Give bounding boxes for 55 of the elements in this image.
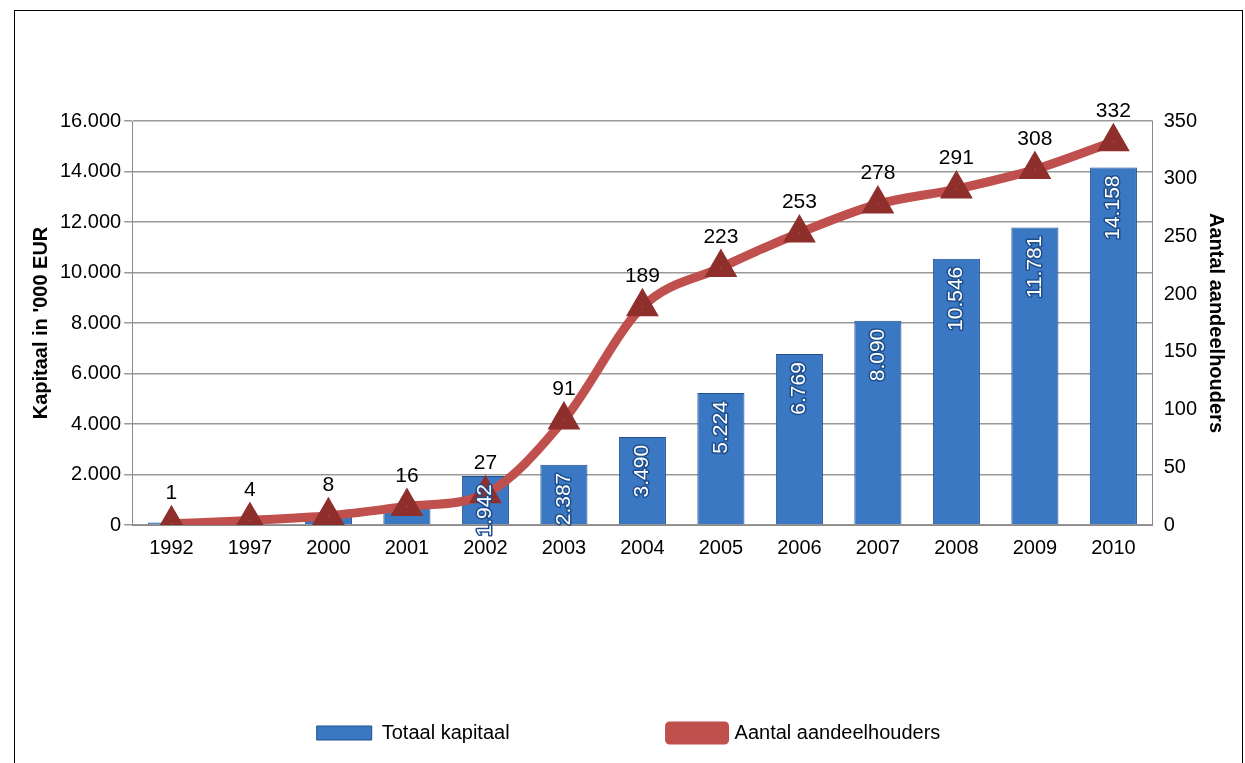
- data-label: 6.769: [786, 362, 810, 415]
- y2-tick-label: 350: [1163, 108, 1198, 131]
- data-label: 4: [244, 476, 257, 500]
- data-label: 3.490: [629, 444, 653, 498]
- data-label: 189: [624, 263, 660, 287]
- y-tick-label: 6.000: [71, 361, 122, 384]
- data-label: 278: [860, 160, 896, 184]
- y-tick-label: 4.000: [71, 411, 122, 434]
- x-tick-label: 2008: [934, 535, 979, 558]
- y2-tick-label: 200: [1163, 281, 1198, 304]
- x-tick-label: 2009: [1012, 535, 1058, 558]
- y2-tick-label: 0: [1163, 512, 1175, 535]
- y-tick-label: 8.000: [71, 310, 122, 333]
- x-tick-label: 2005: [698, 535, 744, 558]
- y2-axis-title: Aantal aandeelhouders: [1206, 212, 1229, 434]
- legend-label: Totaal kapitaal: [381, 720, 510, 743]
- x-tick-label: 2002: [463, 535, 508, 558]
- data-label: 291: [938, 145, 974, 169]
- data-label: 10.546: [943, 266, 967, 331]
- y-tick-label: 2.000: [71, 462, 122, 485]
- data-label: 91: [552, 376, 576, 400]
- x-tick-label: 2010: [1091, 535, 1136, 558]
- data-label: 5.224: [707, 400, 731, 454]
- y2-tick-label: 150: [1163, 339, 1198, 362]
- y2-tick-label: 50: [1163, 454, 1186, 477]
- data-label: 11.781: [1021, 235, 1045, 299]
- data-label: 308: [1017, 125, 1053, 149]
- y2-tick-label: 300: [1163, 166, 1198, 189]
- x-tick-label: 1992: [149, 535, 194, 558]
- data-label: 14.158: [1100, 175, 1124, 240]
- y2-tick-label: 250: [1163, 223, 1198, 246]
- x-tick-label: 2000: [306, 535, 351, 558]
- data-label: 27: [473, 450, 498, 474]
- data-label: 1: [165, 480, 178, 504]
- y-tick-label: 14.000: [60, 159, 122, 182]
- data-label: 8.090: [864, 328, 888, 382]
- data-label: 223: [703, 223, 739, 247]
- data-label: 253: [781, 189, 817, 213]
- y2-tick-label: 100: [1163, 397, 1198, 420]
- x-tick-label: 2004: [620, 535, 665, 558]
- y-tick-label: 16.000: [60, 108, 122, 131]
- data-label: 16: [395, 462, 419, 486]
- data-label: 8: [322, 472, 335, 496]
- data-label: 332: [1095, 98, 1131, 122]
- y-tick-label: 0: [110, 512, 122, 535]
- x-tick-label: 2007: [855, 535, 901, 558]
- x-tick-label: 2003: [541, 535, 587, 558]
- legend-label: Aantal aandeelhouders: [734, 720, 941, 743]
- data-label: 2.387: [550, 472, 574, 526]
- y-tick-label: 12.000: [60, 209, 122, 232]
- y-axis-title: Kapitaal in '000 EUR: [28, 226, 51, 420]
- y-tick-label: 10.000: [60, 260, 122, 283]
- x-tick-label: 2006: [777, 535, 822, 558]
- x-tick-label: 2001: [384, 535, 430, 558]
- x-tick-label: 1997: [227, 535, 273, 558]
